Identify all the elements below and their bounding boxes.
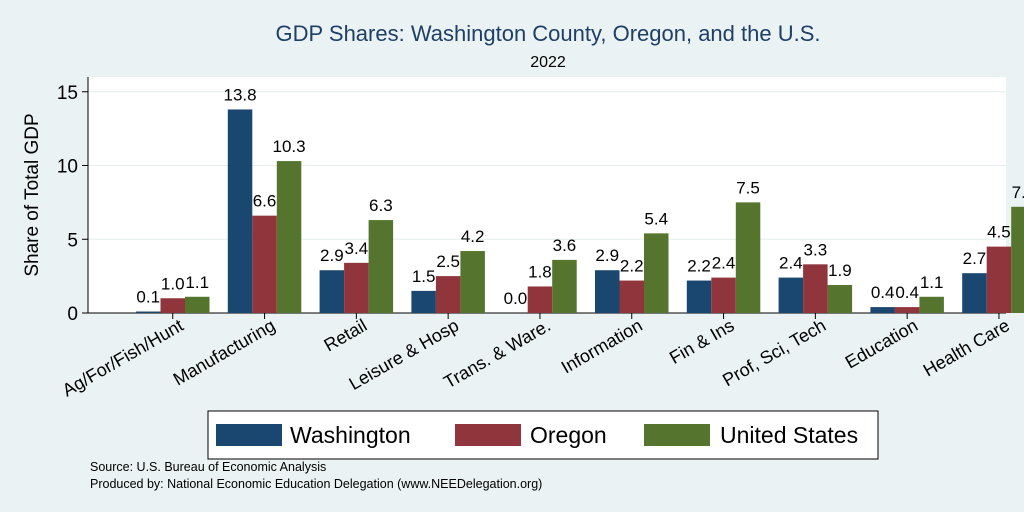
legend-box [207,410,879,460]
data-label-oregon-information: 2.2 [620,257,644,276]
legend-swatch-united-states [644,424,710,446]
bar-washington-manufacturing [227,109,253,313]
x-tick-label-fin-ins: Fin & Ins [666,315,738,368]
y-axis-ticks: 0 5 10 15 [57,83,88,325]
data-label-oregon-education: 0.4 [895,283,919,302]
bar-washington-fin-ins [686,280,712,313]
x-tick-label-ag-for-fish-hunt: Ag/For/Fish/Hunt [59,315,187,400]
bar-oregon-leisure-hosp [435,276,461,313]
data-label-washington-manufacturing: 13.8 [224,85,257,104]
bar-oregon-ag-for-fish-hunt [160,298,185,313]
data-label-united-states-ag-for-fish-hunt: 1.1 [185,273,209,292]
bar-washington-education [870,307,895,313]
bar-united-states-education [919,296,944,313]
bar-oregon-prof-sci-tech [803,264,828,313]
bar-united-states-prof-sci-tech [827,284,853,313]
bar-oregon-health-care [986,246,1012,313]
data-label-united-states-manufacturing: 10.3 [273,137,306,156]
data-label-united-states-leisure-hosp: 4.2 [461,227,485,246]
data-label-oregon-health-care: 4.5 [987,223,1011,242]
y-tick-label-0: 0 [67,304,78,325]
data-label-washington-fin-ins: 2.2 [687,257,711,276]
data-label-washington-prof-sci-tech: 2.4 [779,254,803,273]
x-tick-label-prof-sci-tech: Prof, Sci, Tech [719,315,829,390]
bar-united-states-retail [368,220,394,313]
produced-by-line: Produced by: National Economic Education… [90,477,542,491]
legend: Washington Oregon United States [207,410,879,460]
bar-oregon-fin-ins [711,277,736,313]
data-label-oregon-ag-for-fish-hunt: 1.0 [161,274,185,293]
data-label-washington-trans-ware: 0.0 [504,289,528,308]
bars [136,109,1024,313]
bar-oregon-information [619,280,644,313]
y-axis-label: Share of Total GDP [22,113,43,276]
data-label-united-states-education: 1.1 [920,273,944,292]
legend-label-washington: Washington [290,422,411,448]
data-labels: 0.11.0 1.113.86.610.32.9 3.46.31.52.54.20.… [136,85,1024,308]
bar-united-states-manufacturing [276,161,302,313]
x-tick-label-retail: Retail [320,315,370,355]
data-label-oregon-trans-ware: 1.8 [528,262,552,281]
chart-title: GDP Shares: Washington County, Oregon, a… [276,21,821,46]
bar-united-states-ag-for-fish-hunt [185,296,210,313]
legend-swatch-oregon [455,424,521,446]
bar-washington-health-care [962,273,987,313]
y-tick-label-5: 5 [67,230,78,251]
bar-united-states-trans-ware [552,259,577,313]
y-tick-label-10: 10 [57,157,78,178]
bar-oregon-manufacturing [252,215,277,313]
x-tick-label-manufacturing: Manufacturing [170,315,279,389]
data-label-washington-education: 0.4 [871,283,895,302]
bar-washington-ag-for-fish-hunt [136,311,161,313]
bar-washington-retail [319,270,345,313]
x-tick-label-information: Information [558,315,646,377]
bar-washington-leisure-hosp [411,290,436,313]
data-label-united-states-retail: 6.3 [369,196,393,215]
bar-oregon-education [894,307,920,313]
y-tick-label-15: 15 [57,83,78,104]
data-label-oregon-manufacturing: 6.6 [253,192,277,211]
bar-washington-information [595,270,620,313]
bar-united-states-information [644,233,669,313]
bar-united-states-health-care [1011,206,1024,313]
data-label-united-states-trans-ware: 3.6 [553,236,577,255]
data-label-oregon-prof-sci-tech: 3.3 [804,240,828,259]
chart-subtitle: 2022 [530,54,566,71]
legend-label-oregon: Oregon [530,422,607,448]
data-label-united-states-fin-ins: 7.5 [736,178,760,197]
data-label-washington-information: 2.9 [595,246,619,265]
bar-oregon-trans-ware [527,286,553,313]
x-tick-label-health-care: Health Care [920,315,1013,380]
data-label-washington-health-care: 2.7 [963,249,987,268]
data-label-oregon-fin-ins: 2.4 [712,254,736,273]
data-label-oregon-retail: 3.4 [345,239,369,258]
bar-oregon-retail [344,262,369,313]
data-label-washington-leisure-hosp: 1.5 [412,267,436,286]
data-label-united-states-prof-sci-tech: 1.9 [828,261,852,280]
source-line: Source: U.S. Bureau of Economic Analysis [90,460,326,474]
x-tick-label-education: Education [842,315,921,372]
data-label-oregon-leisure-hosp: 2.5 [436,252,460,271]
data-label-united-states-information: 5.4 [644,209,668,228]
legend-swatch-washington [216,424,282,446]
data-label-washington-ag-for-fish-hunt: 0.1 [136,288,160,307]
bar-united-states-fin-ins [735,202,761,313]
data-label-washington-retail: 2.9 [320,246,344,265]
data-label-united-states-health-care: 7.2 [1012,183,1024,202]
legend-label-united-states: United States [720,422,858,448]
bar-united-states-leisure-hosp [460,251,485,313]
bar-washington-prof-sci-tech [778,277,804,313]
